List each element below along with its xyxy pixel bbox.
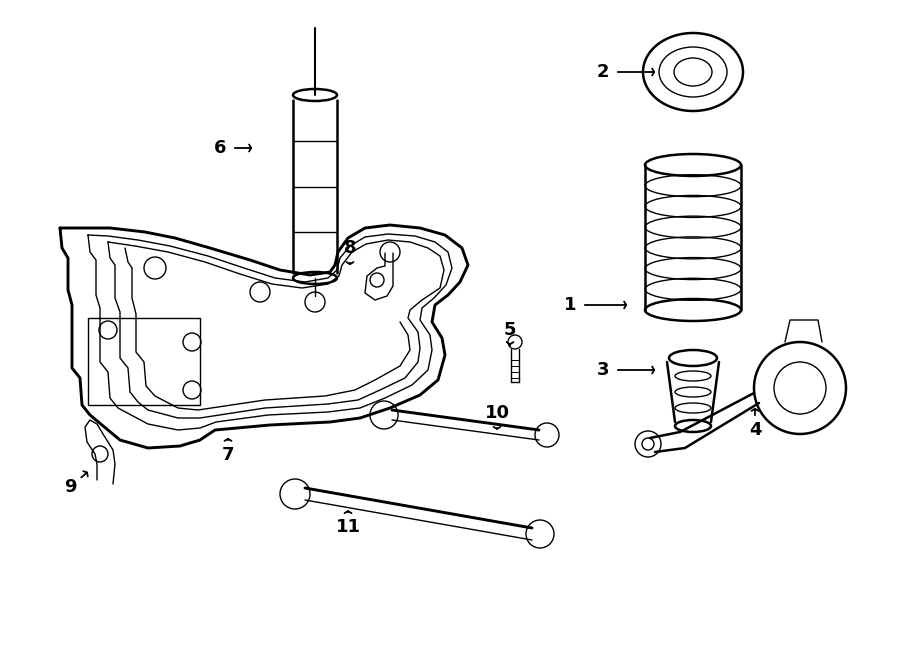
Text: 2: 2	[597, 63, 609, 81]
Text: 1: 1	[563, 296, 576, 314]
Text: 6: 6	[214, 139, 226, 157]
Text: 3: 3	[597, 361, 609, 379]
Text: 8: 8	[344, 239, 356, 257]
Text: 5: 5	[504, 321, 517, 339]
Text: 4: 4	[749, 421, 761, 439]
Text: 11: 11	[336, 518, 361, 536]
Text: 9: 9	[64, 478, 76, 496]
Text: 10: 10	[484, 404, 509, 422]
Text: 7: 7	[221, 446, 234, 464]
